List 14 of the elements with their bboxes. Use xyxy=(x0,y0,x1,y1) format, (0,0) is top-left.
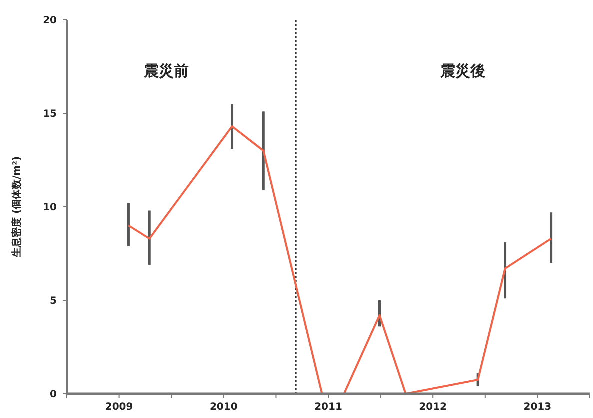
x-tick-label: 2013 xyxy=(524,402,552,413)
line-series xyxy=(128,126,552,395)
y-tick-label: 15 xyxy=(43,109,58,120)
y-tick-label: 20 xyxy=(43,16,58,26)
y-axis-title: 生息密度 (個体数/m²) xyxy=(11,156,23,259)
x-tick-label: 2012 xyxy=(419,402,448,413)
y-tick-label: 5 xyxy=(50,296,58,307)
annotation: 震災前 xyxy=(143,62,190,80)
x-tick-label: 2010 xyxy=(210,402,238,413)
y-tick-label: 0 xyxy=(50,390,58,400)
annotation: 震災後 xyxy=(440,62,486,80)
x-tick-label: 2009 xyxy=(105,402,134,413)
x-tick-label: 2011 xyxy=(314,402,342,413)
y-tick-label: 10 xyxy=(43,202,58,214)
